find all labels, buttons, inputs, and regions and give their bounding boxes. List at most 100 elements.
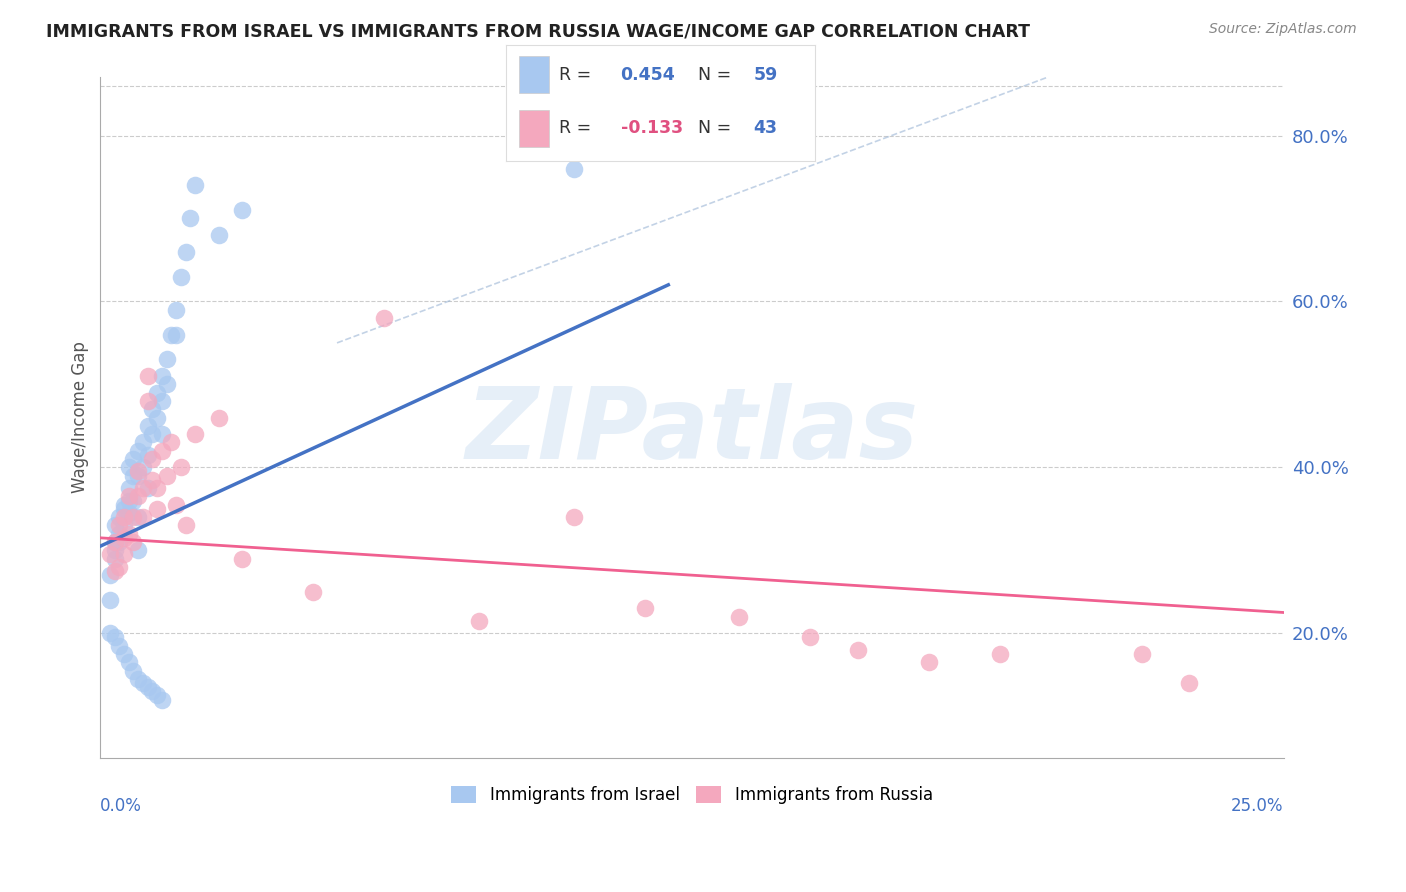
Legend: Immigrants from Israel, Immigrants from Russia: Immigrants from Israel, Immigrants from …	[444, 779, 939, 811]
Text: Source: ZipAtlas.com: Source: ZipAtlas.com	[1209, 22, 1357, 37]
Point	[108, 526, 131, 541]
Point	[127, 443, 149, 458]
Point	[103, 535, 125, 549]
Text: 0.454: 0.454	[620, 66, 675, 84]
Point	[118, 506, 141, 520]
Point	[165, 302, 187, 317]
Point	[141, 427, 163, 442]
Point	[146, 689, 169, 703]
Point	[141, 452, 163, 467]
Point	[127, 489, 149, 503]
Point	[1130, 647, 1153, 661]
Text: 59: 59	[754, 66, 778, 84]
Point	[165, 498, 187, 512]
Point	[132, 676, 155, 690]
Point	[112, 548, 135, 562]
Point	[562, 510, 585, 524]
Point	[170, 460, 193, 475]
Point	[150, 692, 173, 706]
Point	[150, 369, 173, 384]
Point	[108, 560, 131, 574]
Text: R =: R =	[558, 120, 596, 137]
Point	[156, 468, 179, 483]
Point	[108, 510, 131, 524]
Point	[112, 647, 135, 661]
Point	[141, 402, 163, 417]
Point	[633, 601, 655, 615]
Point	[917, 655, 939, 669]
Point	[136, 680, 159, 694]
Point	[122, 535, 145, 549]
Point	[118, 655, 141, 669]
Point	[127, 543, 149, 558]
Point	[1178, 676, 1201, 690]
Point	[108, 639, 131, 653]
Point	[103, 518, 125, 533]
Point	[136, 394, 159, 409]
Point	[103, 543, 125, 558]
Text: IMMIGRANTS FROM ISRAEL VS IMMIGRANTS FROM RUSSIA WAGE/INCOME GAP CORRELATION CHA: IMMIGRANTS FROM ISRAEL VS IMMIGRANTS FRO…	[46, 22, 1031, 40]
Point	[112, 531, 135, 545]
Text: 0.0%: 0.0%	[100, 797, 142, 814]
Point	[156, 352, 179, 367]
Point	[174, 244, 197, 259]
Point	[156, 377, 179, 392]
Point	[150, 443, 173, 458]
Point	[799, 631, 821, 645]
Point	[122, 452, 145, 467]
Point	[127, 465, 149, 479]
Bar	[519, 110, 550, 146]
Point	[208, 410, 231, 425]
Point	[208, 228, 231, 243]
Point	[302, 584, 325, 599]
Point	[103, 564, 125, 578]
Point	[98, 593, 121, 607]
Point	[136, 418, 159, 433]
Point	[112, 518, 135, 533]
Point	[108, 518, 131, 533]
Text: N =: N =	[697, 66, 737, 84]
Text: -0.133: -0.133	[620, 120, 683, 137]
Point	[132, 481, 155, 495]
Point	[132, 435, 155, 450]
Point	[112, 510, 135, 524]
Point	[122, 664, 145, 678]
Text: N =: N =	[697, 120, 737, 137]
Point	[127, 510, 149, 524]
Point	[146, 481, 169, 495]
Point	[165, 327, 187, 342]
Point	[468, 614, 491, 628]
Point	[103, 631, 125, 645]
Point	[98, 626, 121, 640]
Point	[179, 211, 201, 226]
Point	[108, 535, 131, 549]
Point	[231, 551, 253, 566]
Point	[150, 427, 173, 442]
Point	[160, 435, 183, 450]
Point	[184, 427, 207, 442]
Point	[118, 489, 141, 503]
Point	[122, 510, 145, 524]
Point	[146, 385, 169, 400]
Point	[103, 551, 125, 566]
Point	[184, 178, 207, 193]
Point	[231, 203, 253, 218]
Point	[98, 548, 121, 562]
Text: ZIPatlas: ZIPatlas	[465, 383, 918, 480]
Point	[122, 468, 145, 483]
Point	[132, 460, 155, 475]
Point	[146, 410, 169, 425]
Point	[728, 609, 751, 624]
Bar	[519, 56, 550, 94]
Point	[170, 269, 193, 284]
Point	[150, 394, 173, 409]
Point	[373, 311, 395, 326]
Point	[141, 684, 163, 698]
Point	[562, 161, 585, 176]
Point	[141, 473, 163, 487]
Point	[160, 327, 183, 342]
Point	[136, 481, 159, 495]
Point	[98, 568, 121, 582]
Point	[988, 647, 1011, 661]
Point	[127, 672, 149, 686]
